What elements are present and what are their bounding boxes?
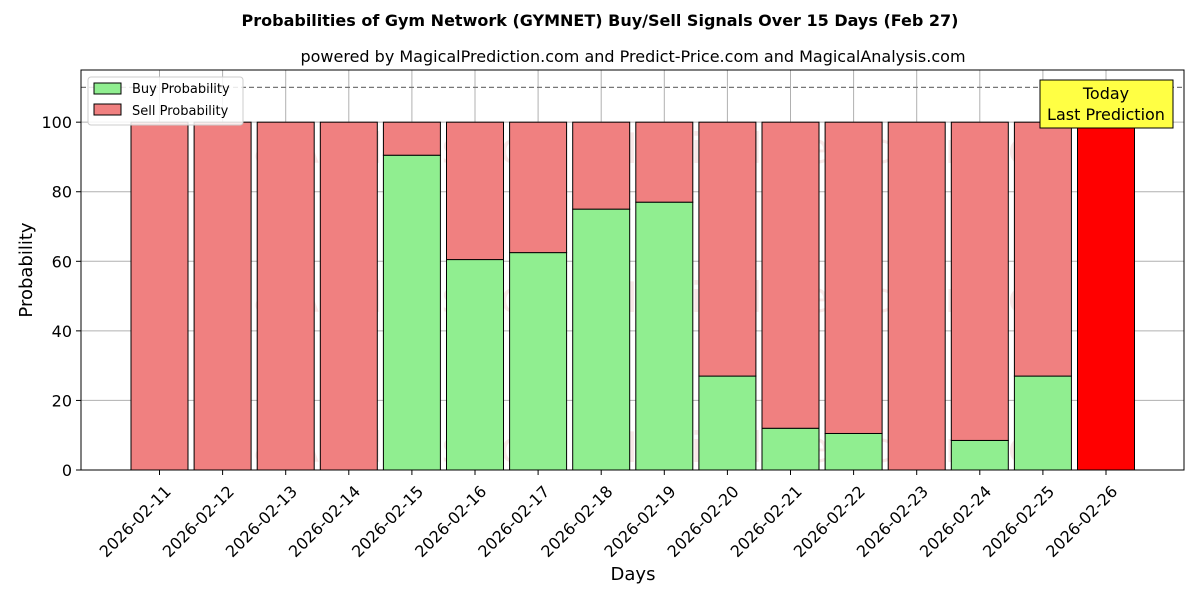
legend-swatch-buy (93, 82, 122, 95)
bar-sell-2026-02-17 (509, 121, 568, 254)
y-tick-label: 60 (52, 252, 72, 271)
bar-sell-2026-02-20 (698, 121, 757, 377)
chart-title: Probabilities of Gym Network (GYMNET) Bu… (242, 11, 959, 30)
bar-sell-2026-02-12 (193, 121, 252, 471)
annotation-line-2: Last Prediction (1047, 105, 1165, 124)
legend: Buy Probability Sell Probability (87, 76, 244, 126)
bar-buy-2026-02-15 (382, 154, 441, 471)
bar-sell-2026-02-22 (824, 121, 883, 434)
today-annotation: Today Last Prediction (1039, 79, 1174, 129)
bar-buy-2026-02-20 (698, 375, 757, 471)
bar-sell-2026-02-23 (887, 121, 946, 471)
y-tick-label: 20 (52, 391, 72, 410)
annotation-box (1039, 79, 1174, 129)
chart-subtitle: powered by MagicalPrediction.com and Pre… (300, 47, 965, 66)
bars (130, 121, 1135, 471)
y-tick-label: 80 (52, 183, 72, 202)
bar-buy-2026-02-17 (509, 252, 568, 471)
bar-today-2026-02-26 (1077, 121, 1135, 471)
bar-sell-2026-02-21 (761, 121, 820, 429)
bar-sell-2026-02-18 (572, 121, 631, 210)
y-axis-label: Probability (16, 222, 37, 317)
legend-box (87, 76, 244, 126)
y-axis: 0 20 40 60 80 100 (41, 113, 81, 480)
bar-buy-2026-02-22 (824, 432, 883, 471)
bar-sell-2026-02-16 (446, 121, 504, 261)
legend-label-sell: Sell Probability (132, 104, 229, 119)
y-tick-label: 100 (41, 113, 72, 132)
x-axis-label: Days (611, 564, 656, 585)
bar-buy-2026-02-18 (572, 208, 631, 471)
y-tick-label: 0 (62, 461, 72, 480)
y-tick-label: 40 (52, 322, 72, 341)
bar-buy-2026-02-24 (950, 439, 1009, 471)
bar-sell-2026-02-15 (382, 121, 441, 156)
bar-buy-2026-02-19 (635, 201, 694, 471)
annotation-line-1: Today (1082, 84, 1129, 103)
bar-buy-2026-02-21 (761, 427, 820, 471)
bar-sell-2026-02-25 (1013, 121, 1072, 377)
plot-frame (80, 69, 1185, 471)
legend-swatch-sell (93, 103, 122, 116)
bar-sell-2026-02-14 (319, 121, 378, 471)
legend-label-buy: Buy Probability (132, 82, 230, 97)
bar-sell-2026-02-19 (635, 121, 694, 203)
bar-buy-2026-02-16 (446, 259, 504, 471)
bar-sell-2026-02-11 (130, 121, 189, 471)
bar-sell-2026-02-13 (256, 121, 315, 471)
bar-sell-2026-02-24 (950, 121, 1009, 441)
x-axis: 2026-02-112026-02-122026-02-132026-02-14… (96, 470, 1121, 561)
bar-buy-2026-02-25 (1013, 375, 1072, 471)
